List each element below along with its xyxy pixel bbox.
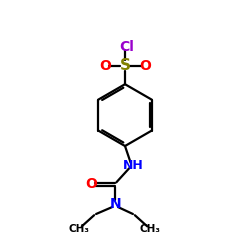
Text: N: N bbox=[109, 197, 121, 211]
Text: O: O bbox=[86, 177, 98, 191]
Text: CH₃: CH₃ bbox=[69, 224, 90, 234]
Text: NH: NH bbox=[123, 159, 144, 172]
Text: O: O bbox=[99, 59, 111, 73]
Text: O: O bbox=[139, 59, 151, 73]
Text: Cl: Cl bbox=[119, 40, 134, 54]
Text: CH₃: CH₃ bbox=[139, 224, 160, 234]
Text: S: S bbox=[120, 58, 130, 73]
